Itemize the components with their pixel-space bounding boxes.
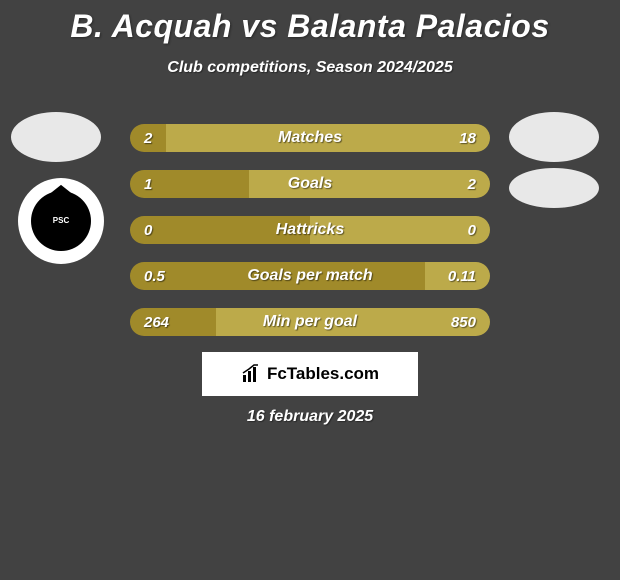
brand-footer[interactable]: FcTables.com [202,352,418,396]
bar-segment-left [130,124,166,152]
bar-track [130,170,490,198]
player-left-club-badge: PSC [18,178,104,264]
bar-track [130,262,490,290]
comparison-row: 2Matches18 [130,124,490,152]
player-right-avatar [509,112,599,162]
bar-track [130,124,490,152]
comparison-row: 0.5Goals per match0.11 [130,262,490,290]
comparison-row: 264Min per goal850 [130,308,490,336]
bar-segment-left [130,216,310,244]
comparison-row: 1Goals2 [130,170,490,198]
subtitle: Club competitions, Season 2024/2025 [0,59,620,77]
date-text: 16 february 2025 [0,408,620,426]
chart-icon [241,364,261,384]
player-right-club-badge [509,168,599,208]
comparison-bars: 2Matches18 1Goals2 0Hattricks0 0.5Goals per… [130,124,490,354]
club-label: PSC [53,217,69,225]
player-left-avatar [11,112,101,162]
bar-track [130,216,490,244]
brand-text: FcTables.com [267,364,379,384]
bar-segment-right [216,308,490,336]
bar-segment-left [130,308,216,336]
club-eagle-icon [44,179,78,205]
comparison-row: 0Hattricks0 [130,216,490,244]
bar-segment-left [130,170,249,198]
bar-track [130,308,490,336]
bar-segment-right [425,262,490,290]
bar-segment-right [310,216,490,244]
bar-segment-right [249,170,490,198]
bar-segment-left [130,262,425,290]
page-title: B. Acquah vs Balanta Palacios [0,0,620,45]
bar-segment-right [166,124,490,152]
